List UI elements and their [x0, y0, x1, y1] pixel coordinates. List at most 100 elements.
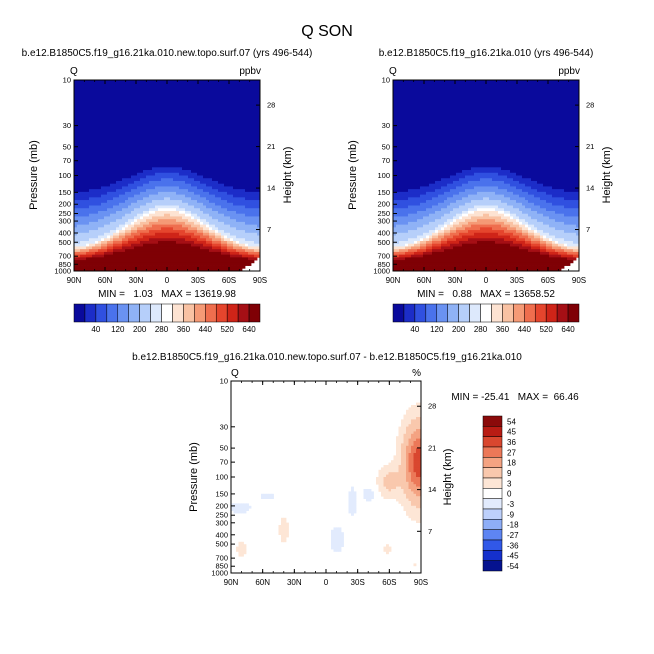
field-cell — [155, 249, 159, 253]
field-cell — [200, 88, 204, 92]
field-cell — [185, 232, 189, 236]
field-cell — [131, 82, 135, 86]
field-cell — [239, 254, 243, 258]
field-cell — [405, 156, 409, 160]
field-cell — [158, 249, 162, 253]
field-cell — [200, 194, 204, 198]
field-cell — [245, 200, 249, 204]
field-cell — [405, 145, 409, 149]
field-cell — [405, 99, 409, 103]
field-cell — [218, 230, 222, 234]
field-cell — [110, 200, 114, 204]
field-cell — [134, 175, 138, 179]
field-cell — [161, 191, 165, 195]
field-cell — [89, 137, 93, 141]
field-cell — [140, 202, 144, 206]
field-cell — [257, 213, 260, 217]
field-cell — [242, 208, 246, 212]
field-cell — [74, 194, 78, 198]
field-cell — [248, 99, 252, 103]
field-cell — [131, 186, 135, 190]
field-cell — [107, 99, 111, 103]
field-cell — [215, 159, 219, 163]
field-cell — [399, 216, 403, 220]
field-cell — [399, 205, 403, 209]
field-cell — [86, 145, 90, 149]
field-cell — [212, 123, 216, 127]
field-cell — [230, 129, 234, 133]
field-cell — [128, 164, 132, 168]
field-cell — [92, 216, 96, 220]
colorbar-label: 360 — [177, 325, 191, 334]
field-cell — [134, 178, 138, 182]
field-cell — [89, 191, 93, 195]
field-cell — [248, 191, 252, 195]
field-cell — [399, 140, 403, 144]
field-cell — [251, 243, 255, 247]
field-cell — [140, 178, 144, 182]
field-cell — [131, 93, 135, 97]
field-cell — [224, 268, 228, 271]
field-cell — [245, 216, 249, 220]
field-cell — [95, 167, 99, 171]
field-cell — [203, 224, 207, 228]
field-cell — [92, 232, 96, 236]
field-cell — [203, 232, 207, 236]
field-cell — [245, 101, 249, 105]
field-cell — [200, 232, 204, 236]
field-cell — [402, 235, 406, 239]
field-cell — [161, 164, 165, 168]
field-cell — [92, 243, 96, 247]
field-cell — [233, 115, 237, 119]
field-cell — [179, 104, 183, 108]
field-cell — [191, 246, 195, 250]
field-cell — [134, 240, 138, 245]
field-cell — [206, 164, 210, 168]
field-cell — [173, 120, 177, 125]
field-cell — [131, 268, 135, 271]
field-cell — [101, 249, 105, 253]
field-cell — [179, 80, 183, 84]
field-cell — [215, 110, 219, 114]
field-cell — [194, 167, 198, 171]
field-cell — [146, 240, 150, 245]
field-cell — [149, 208, 153, 212]
field-cell — [77, 126, 81, 130]
field-cell — [239, 208, 243, 212]
field-cell — [143, 254, 147, 258]
field-cell — [95, 197, 99, 201]
field-cell — [236, 82, 240, 86]
field-cell — [218, 153, 222, 157]
field-cell — [116, 262, 120, 266]
field-cell — [167, 202, 171, 206]
field-cell — [194, 224, 198, 228]
field-cell — [194, 140, 198, 144]
field-cell — [176, 202, 180, 206]
field-cell — [164, 178, 168, 182]
field-cell — [212, 112, 216, 116]
field-cell — [170, 90, 174, 95]
field-cell — [402, 251, 406, 256]
field-cell — [89, 249, 93, 253]
field-cell — [218, 186, 222, 190]
field-cell — [107, 268, 111, 271]
field-cell — [119, 265, 123, 269]
field-cell — [83, 129, 87, 133]
field-cell — [152, 80, 156, 84]
field-cell — [158, 137, 162, 141]
field-cell — [224, 150, 228, 155]
field-cell — [399, 115, 403, 119]
field-cell — [110, 202, 114, 206]
field-cell — [158, 208, 162, 212]
field-cell — [137, 101, 141, 105]
field-cell — [203, 186, 207, 190]
field-cell — [119, 110, 123, 114]
field-cell — [194, 216, 198, 220]
field-cell — [110, 210, 114, 215]
field-cell — [236, 99, 240, 103]
field-cell — [248, 246, 252, 250]
field-cell — [182, 230, 186, 234]
field-cell — [242, 219, 246, 223]
field-cell — [209, 202, 213, 206]
field-cell — [239, 112, 243, 116]
